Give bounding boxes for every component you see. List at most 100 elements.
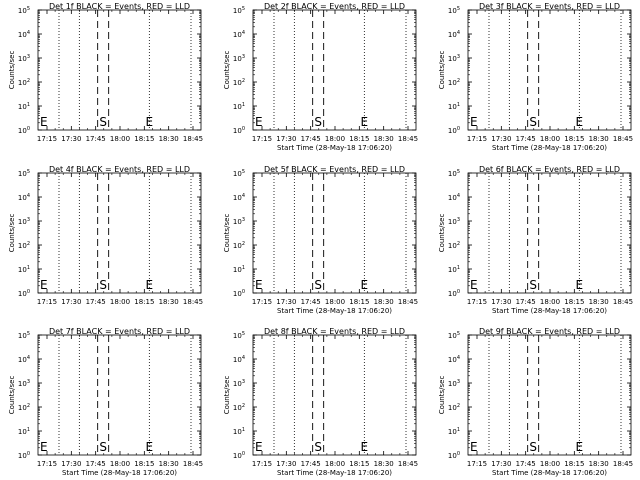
x-tick-label: 18:15 [349,298,369,306]
x-tick-label: 18:45 [613,298,633,306]
y-tick-label: 105 [233,331,245,340]
x-tick-label: 18:00 [110,135,130,143]
x-tick-label: 17:45 [516,298,536,306]
x-tick-label: 18:00 [325,298,345,306]
x-tick-label: 18:00 [540,460,560,468]
x-tick-label: 17:30 [61,298,81,306]
y-tick-label: 104 [448,30,460,39]
plot-frame [252,9,417,131]
x-tick-label: 17:30 [61,460,81,468]
x-tick-label: 18:30 [159,298,179,306]
start-marker: S [99,115,107,129]
x-tick-label: 18:45 [183,135,203,143]
y-tick-label: 104 [233,30,245,39]
end-marker: E [146,278,154,292]
x-tick-label: 18:30 [159,460,179,468]
y-tick-label: 100 [233,126,245,135]
x-tick-label: 18:00 [325,135,345,143]
x-axis-label: Start Time (28-May-18 17:06:20) [277,469,392,477]
y-tick-label: 100 [18,451,30,460]
start-marker: S [314,440,322,454]
x-tick-label: 18:30 [589,298,609,306]
panel-title: Det 1f BLACK = Events, RED = LLD [49,2,190,11]
x-tick-label: 18:15 [134,135,154,143]
end-marker-left: E [470,278,478,292]
y-tick-label: 102 [18,241,30,250]
x-tick-label: 18:15 [134,460,154,468]
x-tick-label: 17:45 [86,135,106,143]
start-marker: S [529,115,537,129]
x-tick-label: 17:45 [301,135,321,143]
panel-title: Det 3f BLACK = Events, RED = LLD [479,2,620,11]
y-tick-label: 105 [448,331,460,340]
plot-frame [467,172,632,294]
panel-title: Det 6f BLACK = Events, RED = LLD [479,165,620,174]
end-marker-left: E [470,440,478,454]
y-tick-label: 100 [233,451,245,460]
y-axis-label: Counts/sec [223,51,231,90]
panel-title: Det 5f BLACK = Events, RED = LLD [264,165,405,174]
y-tick-label: 105 [18,331,30,340]
end-marker: E [361,115,369,129]
x-tick-label: 17:15 [252,298,272,306]
start-marker: S [314,115,322,129]
x-tick-label: 17:45 [516,135,536,143]
x-tick-label: 18:30 [374,135,394,143]
x-tick-label: 18:15 [349,460,369,468]
end-marker: E [576,115,584,129]
end-marker-left: E [255,440,263,454]
y-tick-label: 101 [233,427,245,436]
panel-title: Det 9f BLACK = Events, RED = LLD [479,327,620,336]
plot-frame [37,9,202,131]
x-axis-label: Start Time (28-May-18 17:06:20) [492,469,607,477]
detector-panel: Det 1f BLACK = Events, RED = LLD 100 101 10… [8,2,203,143]
detector-panel: Det 3f BLACK = Events, RED = LLD 100 101 10… [438,2,633,152]
x-tick-label: 18:30 [374,460,394,468]
end-marker: E [361,440,369,454]
x-tick-label: 18:15 [134,298,154,306]
end-marker: E [146,440,154,454]
y-tick-label: 100 [18,126,30,135]
y-tick-label: 102 [448,403,460,412]
y-tick-label: 105 [233,169,245,178]
panel-title: Det 8f BLACK = Events, RED = LLD [264,327,405,336]
y-tick-label: 100 [448,289,460,298]
x-axis-label: Start Time (28-May-18 17:06:20) [62,469,177,477]
panel-title: Det 7f BLACK = Events, RED = LLD [49,327,190,336]
y-tick-label: 103 [448,54,460,63]
x-tick-label: 18:00 [110,298,130,306]
x-tick-label: 17:15 [467,135,487,143]
y-tick-label: 103 [18,379,30,388]
x-tick-label: 18:30 [159,135,179,143]
x-tick-label: 17:15 [467,298,487,306]
y-tick-label: 103 [233,217,245,226]
panel-title: Det 4f BLACK = Events, RED = LLD [49,165,190,174]
y-tick-label: 101 [448,102,460,111]
x-tick-label: 18:45 [398,135,418,143]
y-axis-label: Counts/sec [8,51,16,90]
y-tick-label: 104 [233,193,245,202]
start-marker: S [99,278,107,292]
end-marker: E [576,278,584,292]
y-tick-label: 105 [18,6,30,15]
y-tick-label: 101 [233,265,245,274]
x-axis-label: Start Time (28-May-18 17:06:20) [277,307,392,315]
y-tick-label: 101 [18,427,30,436]
y-tick-label: 104 [448,193,460,202]
end-marker-left: E [255,278,263,292]
y-tick-label: 102 [233,403,245,412]
x-tick-label: 18:45 [183,460,203,468]
y-tick-label: 102 [18,403,30,412]
y-tick-label: 102 [233,241,245,250]
y-tick-label: 105 [233,6,245,15]
detector-panel: Det 7f BLACK = Events, RED = LLD 100 101 10… [8,327,203,477]
x-tick-label: 18:45 [613,460,633,468]
end-marker-left: E [255,115,263,129]
plot-frame [252,334,417,456]
end-marker-left: E [470,115,478,129]
start-marker: S [529,440,537,454]
y-tick-label: 103 [448,379,460,388]
x-tick-label: 17:45 [86,460,106,468]
x-axis-label: Start Time (28-May-18 17:06:20) [277,144,392,152]
y-axis-label: Counts/sec [223,376,231,415]
